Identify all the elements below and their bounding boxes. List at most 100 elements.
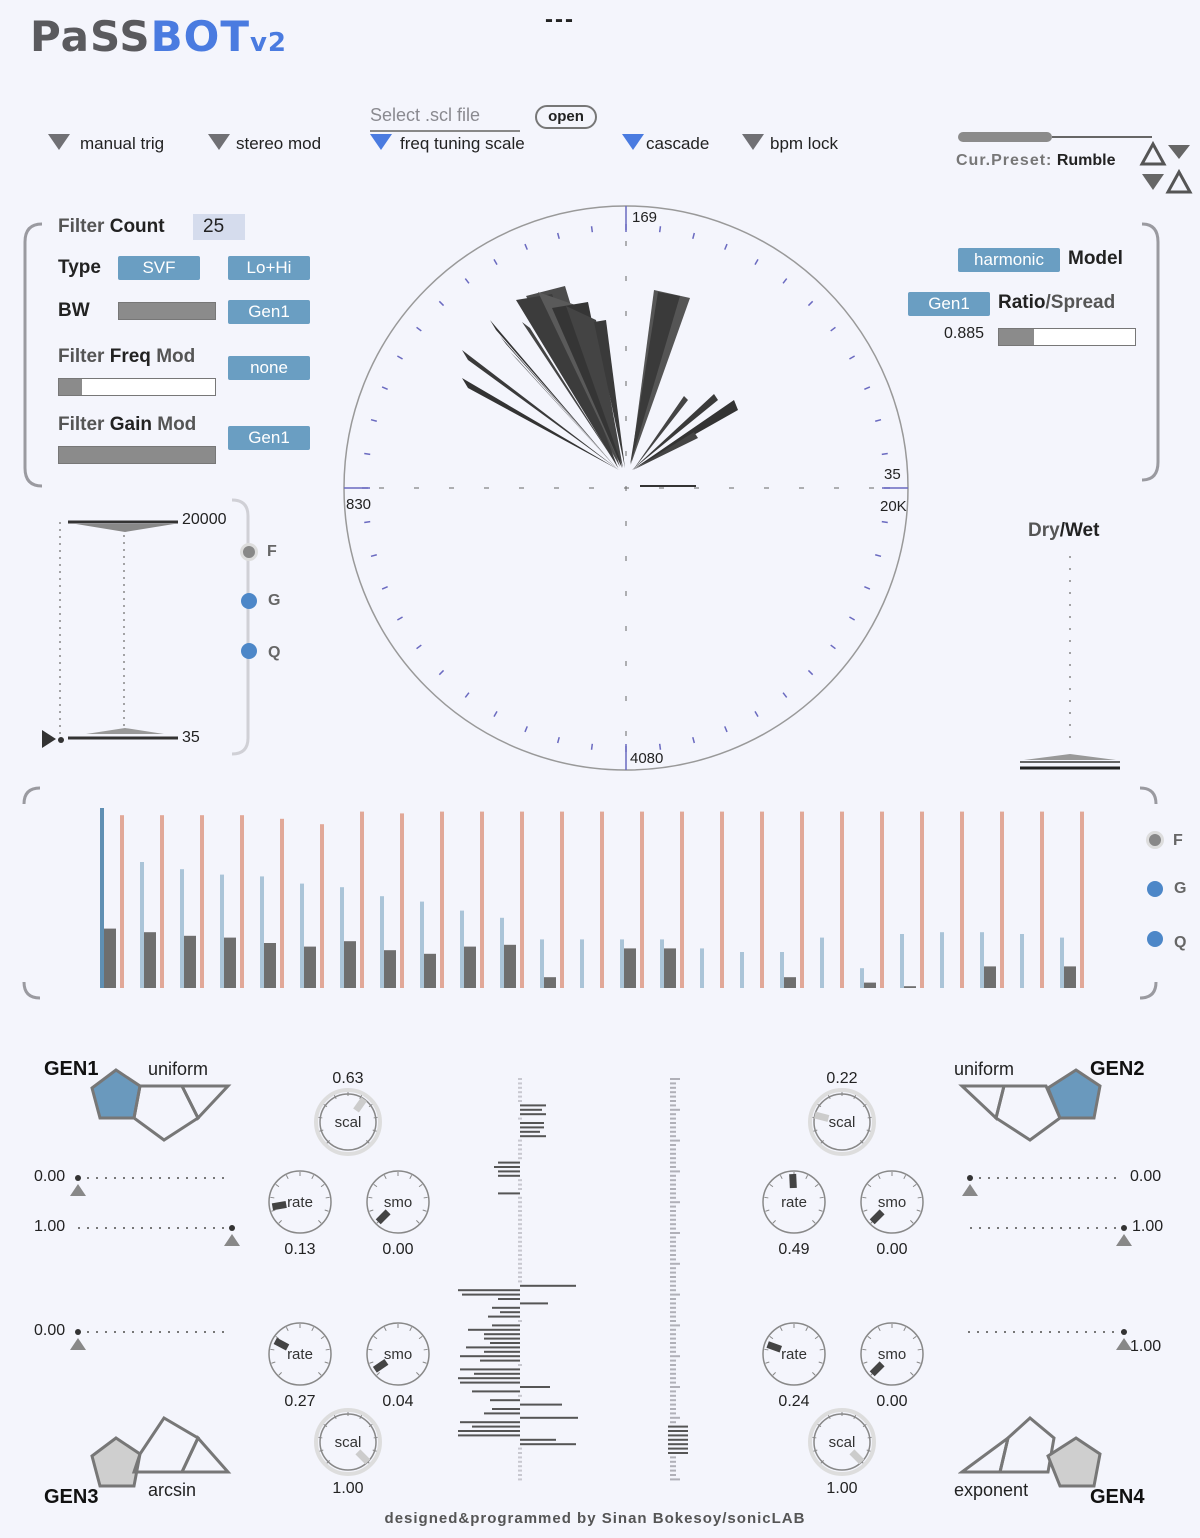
bw-source-button[interactable]: Gen1: [228, 300, 310, 324]
scl-field-underline: [370, 130, 520, 132]
freq-mod-slider[interactable]: [58, 378, 216, 396]
gen3-shape-icon[interactable]: [86, 1414, 236, 1494]
gen1-rate-knob[interactable]: rate: [260, 1162, 340, 1242]
gen3-smo-knob[interactable]: smo: [358, 1314, 438, 1394]
bar-grey: [984, 966, 996, 988]
polar-tick: [381, 386, 388, 390]
preset-prev-down-icon: [1168, 145, 1190, 159]
scope-trace: [518, 1210, 522, 1212]
bw-slider[interactable]: [118, 302, 216, 320]
gen3-rate-label: rate: [287, 1346, 313, 1363]
scope-trace: [494, 1166, 520, 1168]
freq-range-slider[interactable]: [38, 508, 188, 758]
gain-mod-source-button[interactable]: Gen1: [228, 426, 310, 450]
gen1-shape-icon[interactable]: [86, 1066, 236, 1146]
filter-bar-graph[interactable]: [90, 800, 1090, 992]
freq-radio-q[interactable]: [241, 643, 257, 659]
open-scl-button[interactable]: open: [535, 105, 597, 129]
gen4-max-value: 1.00: [1130, 1338, 1162, 1355]
scope-trace: [518, 1152, 522, 1155]
filter-count-label: Filter Count: [58, 216, 165, 238]
gen2-smo-knob[interactable]: smo: [852, 1162, 932, 1242]
polar-tick: [864, 386, 871, 390]
bar-red: [560, 811, 564, 988]
bar-grey: [144, 932, 156, 988]
scope-trace: [670, 1170, 680, 1173]
scope-trace: [518, 1262, 522, 1265]
scope-trace: [670, 1144, 676, 1146]
cascade-triangle-icon[interactable]: [622, 134, 644, 150]
polar-tick: [493, 711, 498, 718]
polar-tick: [364, 520, 371, 524]
bars-radio-f[interactable]: [1146, 831, 1164, 849]
gen1-smo-knob[interactable]: smo: [358, 1162, 438, 1242]
bpm-lock-triangle-icon[interactable]: [742, 134, 764, 150]
bar-blue: [220, 874, 224, 988]
scope-trace: [668, 1438, 688, 1441]
scl-file-field[interactable]: Select .scl file: [370, 105, 481, 125]
preset-slider[interactable]: [958, 131, 1152, 143]
bars-radio-g[interactable]: [1147, 881, 1163, 897]
bars-radio-q[interactable]: [1147, 931, 1163, 947]
gen2-scal-knob[interactable]: scal: [802, 1082, 882, 1162]
preset-slider-fill: [958, 132, 1052, 142]
scope-trace: [670, 1320, 676, 1322]
polar-tick: [524, 726, 528, 733]
scope-trace: [670, 1240, 676, 1243]
filter-mode-button[interactable]: Lo+Hi: [228, 256, 310, 280]
ratio-slider[interactable]: [998, 328, 1136, 346]
filter-count-field[interactable]: 25: [193, 214, 245, 240]
gen3-rate-knob[interactable]: rate: [260, 1314, 340, 1394]
bar-blue: [460, 910, 464, 988]
scope-trace: [670, 1126, 676, 1129]
ratio-source-button[interactable]: Gen1: [908, 292, 990, 316]
gain-mod-slider[interactable]: [58, 446, 216, 464]
gen1-min-slider[interactable]: [70, 1170, 240, 1200]
gen2-shape-icon[interactable]: [958, 1066, 1108, 1146]
gen4-shape-icon[interactable]: [958, 1414, 1108, 1494]
scope-trace: [670, 1280, 676, 1283]
gen2-rate-knob[interactable]: rate: [754, 1162, 834, 1242]
gen-scope-left: [458, 1078, 578, 1481]
scope-trace: [670, 1108, 680, 1111]
gen1-min-value: 0.00: [34, 1168, 66, 1185]
freq-mod-source-button[interactable]: none: [228, 356, 310, 380]
gen3-scal-knob[interactable]: scal: [308, 1402, 388, 1482]
gen2-scal-label: scal: [829, 1114, 856, 1131]
gen1-max-slider[interactable]: [70, 1220, 250, 1250]
dry-wet-slider[interactable]: [1018, 552, 1122, 774]
gen2-dist-label: uniform: [954, 1059, 1015, 1079]
scope-trace: [670, 1311, 676, 1314]
freq-radio-g[interactable]: [241, 593, 257, 609]
filter-type-button[interactable]: SVF: [118, 256, 200, 280]
gen1-smo-label: smo: [384, 1194, 412, 1211]
gen2-min-slider[interactable]: [960, 1170, 1130, 1200]
gen1-scal-knob[interactable]: scal: [308, 1082, 388, 1162]
scope-trace: [518, 1227, 522, 1230]
gen4-max-slider[interactable]: [960, 1324, 1132, 1354]
polar-tick: [849, 616, 856, 621]
knob-pointer: [353, 1097, 367, 1113]
gen4-rate-knob[interactable]: rate: [754, 1314, 834, 1394]
bar-grey: [624, 948, 636, 988]
scope-trace: [518, 1447, 522, 1450]
gen4-scal-knob[interactable]: scal: [802, 1402, 882, 1482]
freq-radio-f[interactable]: [240, 543, 258, 561]
scope-trace: [670, 1302, 676, 1305]
manual-trig-triangle-icon[interactable]: [48, 134, 70, 150]
scope-trace: [670, 1135, 676, 1138]
gen4-smo-knob[interactable]: smo: [852, 1314, 932, 1394]
model-type-button[interactable]: harmonic: [958, 248, 1060, 272]
scope-trace: [670, 1298, 676, 1300]
preset-nav-arrows[interactable]: [1138, 140, 1198, 196]
gain-mod-label-1: Filter: [58, 414, 105, 435]
stereo-mod-triangle-icon[interactable]: [208, 134, 230, 150]
freq-tuning-triangle-icon[interactable]: [370, 134, 392, 150]
gen2-max-slider[interactable]: [960, 1220, 1132, 1250]
gen3-min-slider[interactable]: [70, 1324, 240, 1354]
bars-radio-f-label: F: [1173, 832, 1183, 849]
scope-trace: [518, 1232, 522, 1234]
polar-filter-display[interactable]: [340, 202, 912, 774]
bar-blue: [180, 869, 184, 988]
scope-trace: [484, 1333, 520, 1336]
